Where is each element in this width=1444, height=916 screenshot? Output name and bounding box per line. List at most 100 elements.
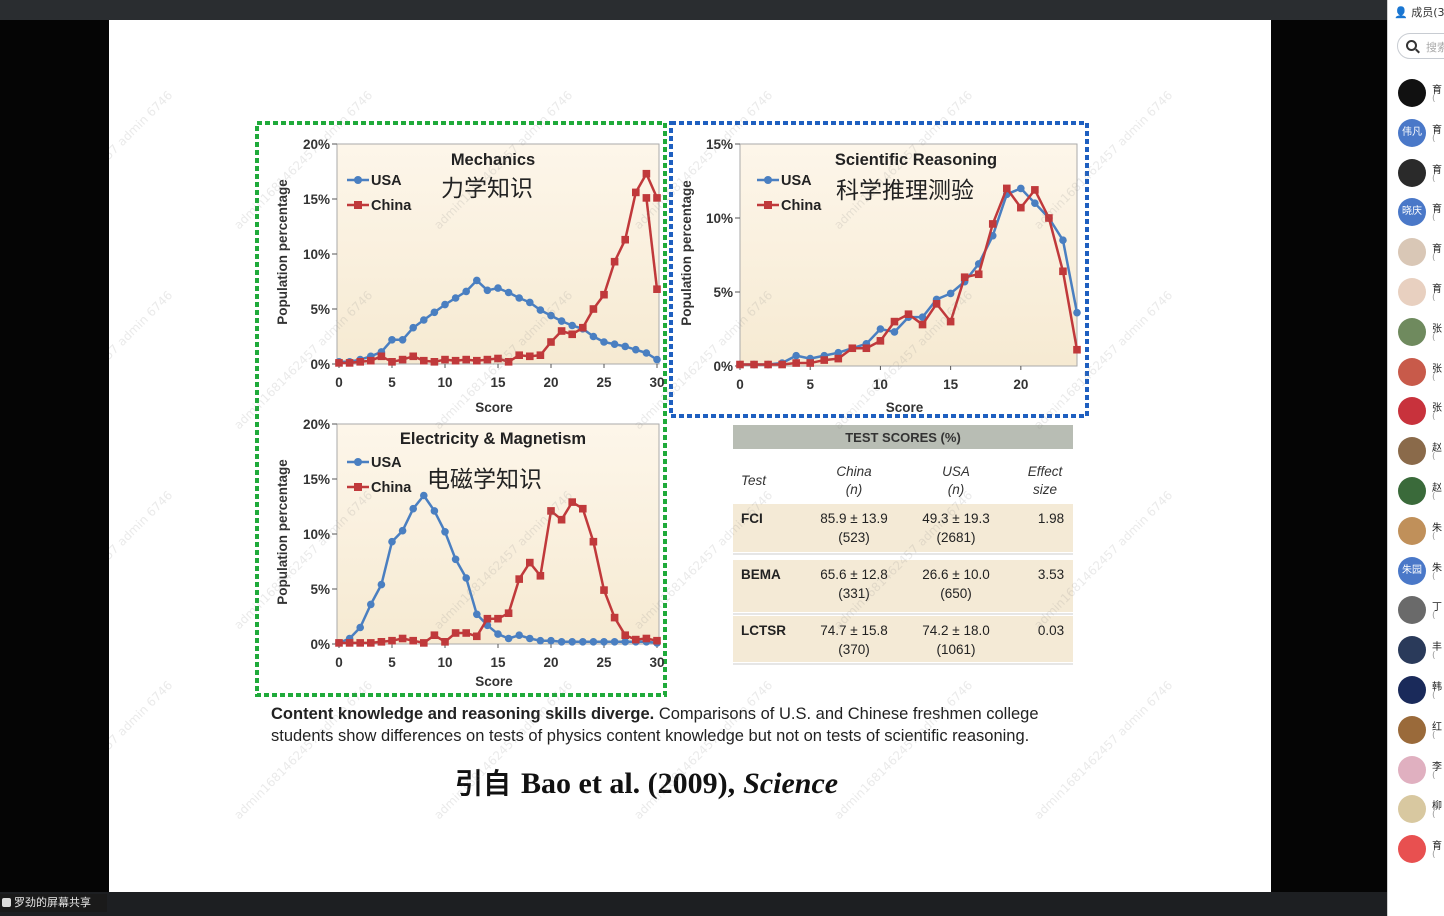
data-point-china: [653, 285, 661, 293]
legend-marker: [764, 176, 772, 184]
data-point-usa: [600, 338, 608, 346]
members-title: 👤 成员(3: [1394, 6, 1444, 19]
legend-label: USA: [371, 173, 402, 189]
data-point-china: [632, 635, 640, 644]
data-point-china: [473, 632, 481, 641]
table-cell-usa-n: (1061): [936, 642, 975, 657]
data-point-usa: [409, 323, 418, 332]
data-point-china: [1059, 267, 1067, 276]
member-item[interactable]: 丰(: [1398, 636, 1444, 666]
x-tick-label: 15: [490, 655, 506, 670]
member-item[interactable]: 育(: [1398, 835, 1444, 865]
data-point-usa: [600, 638, 608, 646]
member-item[interactable]: 韩(: [1398, 676, 1444, 706]
member-item[interactable]: 赵(: [1398, 477, 1444, 507]
avatar: [1398, 835, 1426, 864]
member-item[interactable]: 红(: [1398, 715, 1444, 746]
member-item[interactable]: 朱园朱(: [1398, 556, 1444, 587]
member-name: 张: [1432, 363, 1442, 375]
legend-label: China: [781, 198, 822, 214]
member-item[interactable]: 晓庆育(: [1398, 198, 1444, 228]
data-point-usa: [547, 311, 555, 320]
data-point-china: [547, 338, 555, 346]
data-point-usa: [462, 574, 471, 582]
member-status: (: [1432, 730, 1436, 741]
member-status: (: [1432, 810, 1436, 821]
data-point-china: [335, 359, 343, 367]
avatar: [1398, 516, 1426, 545]
top-bar: [0, 0, 1387, 20]
data-point-china: [820, 356, 829, 364]
data-point-usa: [589, 332, 598, 341]
member-item[interactable]: 朱(: [1398, 516, 1444, 547]
member-item[interactable]: 丁(: [1398, 596, 1444, 626]
citation-cn: 引自: [455, 767, 511, 800]
legend-label: China: [371, 480, 412, 496]
data-point-china: [515, 575, 523, 583]
member-item[interactable]: 李(: [1398, 755, 1444, 786]
member-item[interactable]: 柳(: [1398, 795, 1444, 825]
data-point-china: [430, 631, 439, 639]
data-point-china: [988, 220, 997, 228]
data-point-china: [377, 638, 386, 646]
member-item[interactable]: 张(: [1398, 317, 1444, 348]
y-tick-label: 15%: [706, 137, 733, 152]
slide-canvas: 0% 5% 10% 15% 20% 0 5 10 15 20 25 30 Score Population…: [109, 88, 1175, 822]
data-point-china: [345, 639, 354, 647]
data-point-china: [494, 614, 502, 623]
member-search-input[interactable]: 搜索: [1397, 33, 1444, 59]
member-item[interactable]: 育(: [1398, 238, 1444, 268]
legend-label: China: [371, 198, 412, 214]
data-point-china: [932, 300, 941, 308]
screen-share-label[interactable]: 罗劲的屏幕共享: [0, 894, 107, 912]
data-point-china: [621, 631, 629, 639]
data-point-usa: [504, 288, 513, 297]
avatar: [1398, 477, 1426, 505]
watermark-text: admin1681462457 admin 6746: [109, 88, 175, 232]
x-tick-label: 15: [490, 375, 506, 390]
data-point-china: [420, 356, 428, 365]
data-point-china: [388, 636, 396, 645]
data-point-china: [441, 638, 449, 646]
data-point-china: [367, 356, 375, 365]
member-item[interactable]: 育(: [1398, 278, 1444, 308]
citation-journal: Science: [743, 767, 838, 800]
data-point-china: [430, 358, 439, 366]
table-header-row: [733, 451, 1073, 501]
member-name: 育: [1432, 244, 1442, 256]
member-item[interactable]: 张(: [1398, 397, 1444, 427]
caption-rest: Comparisons of U.S. and Chinese freshmen…: [654, 705, 1038, 723]
table-header-cell: Test: [741, 473, 767, 488]
data-point-china: [367, 639, 375, 647]
x-axis-label: Score: [475, 400, 513, 415]
data-point-usa: [792, 351, 800, 360]
data-point-china: [504, 609, 513, 617]
data-point-usa: [526, 298, 534, 307]
share-label-text: 罗劲的屏幕共享: [14, 896, 91, 909]
data-point-china: [536, 351, 545, 359]
y-tick-label: 20%: [303, 137, 330, 152]
x-tick-label: 25: [596, 375, 612, 390]
data-point-china: [504, 358, 513, 366]
plot-area: [739, 143, 1078, 367]
avatar: 朱园: [1398, 556, 1426, 585]
data-point-china: [579, 504, 587, 513]
data-point-china: [568, 330, 576, 339]
avatar: [1398, 596, 1426, 625]
data-point-usa: [568, 638, 576, 646]
avatar: [1398, 357, 1426, 386]
member-item[interactable]: 赵(: [1398, 437, 1444, 467]
data-point-usa: [504, 634, 513, 643]
watermark-text: admin1681462457 admin 6746: [631, 678, 775, 822]
x-tick-label: 20: [543, 655, 558, 670]
y-tick-label: 0%: [310, 637, 330, 652]
data-point-usa: [430, 308, 439, 317]
member-item[interactable]: 育(: [1398, 79, 1444, 109]
figure-caption-line1: Content knowledge and reasoning skills d…: [271, 705, 1039, 723]
member-item[interactable]: 伟凡育(: [1398, 118, 1444, 149]
data-point-usa: [430, 507, 439, 515]
member-item[interactable]: 张(: [1398, 357, 1444, 388]
y-tick-label: 0%: [310, 357, 330, 372]
member-item[interactable]: 育(: [1398, 158, 1444, 189]
data-point-usa: [420, 491, 428, 500]
